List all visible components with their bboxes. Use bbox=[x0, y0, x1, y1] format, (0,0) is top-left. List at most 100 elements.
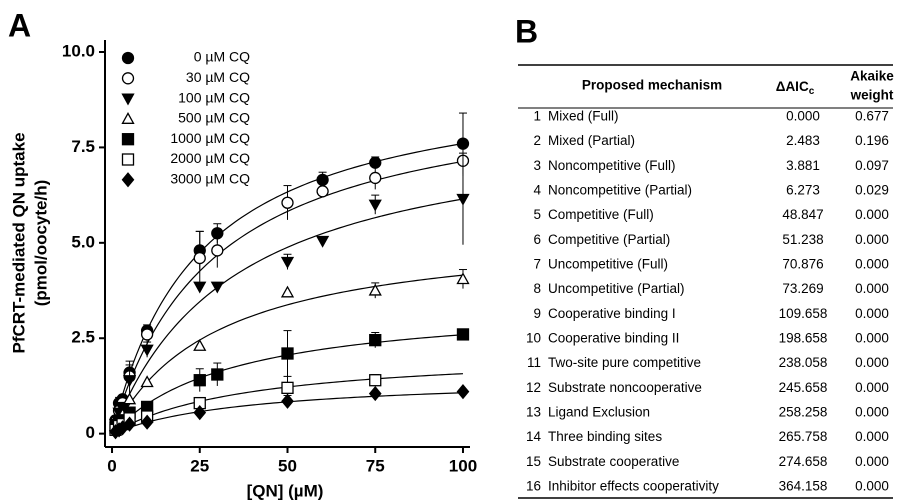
data-point bbox=[122, 392, 137, 405]
x-tick-label: 100 bbox=[449, 456, 477, 475]
akaike-weight: 0.000 bbox=[855, 479, 889, 494]
delta-aic: 3.881 bbox=[786, 158, 820, 173]
data-point bbox=[140, 375, 154, 388]
mechanism: Two-site pure competitive bbox=[548, 355, 701, 370]
delta-aic: 73.269 bbox=[782, 281, 823, 296]
row-number: 15 bbox=[526, 454, 541, 469]
mechanism: Cooperative binding I bbox=[548, 306, 676, 321]
akaike-weight: 0.000 bbox=[855, 454, 889, 469]
data-point bbox=[123, 416, 136, 432]
delta-aic: 48.847 bbox=[782, 207, 823, 222]
legend-marker bbox=[121, 72, 135, 85]
data-point bbox=[211, 244, 224, 257]
x-tick-label: 25 bbox=[190, 456, 209, 475]
mechanism: Uncompetitive (Partial) bbox=[548, 281, 685, 296]
delta-aic: 245.658 bbox=[779, 380, 828, 395]
data-point bbox=[193, 405, 207, 421]
legend-marker bbox=[121, 93, 135, 106]
x-axis-label: [QN] (µM) bbox=[247, 481, 324, 500]
row-number: 4 bbox=[533, 183, 541, 198]
mechanism: Cooperative binding II bbox=[548, 331, 679, 346]
akaike-weight: 0.000 bbox=[855, 405, 889, 420]
legend-marker bbox=[121, 51, 135, 65]
y-tick-label: 10.0 bbox=[62, 41, 95, 60]
row-number: 7 bbox=[533, 257, 541, 272]
data-point bbox=[193, 339, 207, 351]
data-point bbox=[210, 281, 224, 294]
legend-marker bbox=[121, 172, 135, 188]
mechanism: Substrate cooperative bbox=[548, 454, 679, 469]
y-tick-label: 7.5 bbox=[71, 137, 95, 156]
mechanism: Mixed (Full) bbox=[548, 109, 619, 124]
data-point bbox=[140, 344, 154, 357]
y-axis-label: PfCRT-mediated QN uptake bbox=[9, 132, 28, 353]
x-tick-label: 50 bbox=[278, 456, 297, 475]
table-header-text: ΔAIC bbox=[776, 79, 809, 94]
akaike-weight: 0.000 bbox=[855, 207, 889, 222]
fit-curve bbox=[111, 274, 464, 434]
delta-aic: 274.658 bbox=[779, 454, 828, 469]
row-number: 1 bbox=[533, 109, 541, 124]
data-point bbox=[316, 185, 329, 198]
data-point bbox=[193, 374, 206, 387]
y-axis-label: (pmol/oocyte/h) bbox=[31, 180, 50, 307]
row-number: 6 bbox=[533, 232, 541, 247]
data-point bbox=[368, 199, 382, 212]
mechanism: Uncompetitive (Full) bbox=[548, 257, 668, 272]
data-point bbox=[369, 374, 382, 387]
data-point bbox=[456, 328, 470, 341]
data-point bbox=[456, 384, 470, 400]
legend-marker bbox=[121, 153, 135, 166]
akaike-weight: 0.029 bbox=[855, 183, 889, 198]
panel-label: B bbox=[515, 13, 538, 49]
akaike-weight: 0.000 bbox=[855, 281, 889, 296]
legend-label: 2000 µM CQ bbox=[170, 150, 250, 166]
mechanism: Inhibitor effects cooperativity bbox=[548, 479, 719, 494]
akaike-weight: 0.000 bbox=[855, 257, 889, 272]
data-point bbox=[456, 193, 470, 206]
mechanism: Competitive (Full) bbox=[548, 207, 654, 222]
mechanism: Ligand Exclusion bbox=[548, 405, 650, 420]
row-number: 2 bbox=[533, 133, 541, 148]
data-point bbox=[193, 251, 206, 265]
mechanism: Noncompetitive (Partial) bbox=[548, 183, 692, 198]
row-number: 10 bbox=[526, 331, 541, 346]
akaike-weight: 0.000 bbox=[855, 355, 889, 370]
data-point bbox=[140, 414, 154, 430]
akaike-weight: 0.196 bbox=[855, 133, 889, 148]
data-point bbox=[281, 381, 294, 394]
y-tick-label: 5.0 bbox=[71, 232, 95, 251]
legend-label: 30 µM CQ bbox=[186, 69, 250, 85]
data-point bbox=[122, 375, 137, 388]
akaike-weight: 0.000 bbox=[855, 380, 889, 395]
data-point bbox=[456, 272, 470, 285]
table-header: ΔAICc bbox=[776, 79, 815, 97]
data-point bbox=[280, 285, 295, 298]
delta-aic: 109.658 bbox=[779, 306, 828, 321]
delta-aic: 258.258 bbox=[779, 405, 828, 420]
y-tick-label: 2.5 bbox=[71, 328, 95, 347]
data-point bbox=[316, 173, 329, 187]
delta-aic: 70.876 bbox=[782, 257, 823, 272]
data-point bbox=[280, 256, 295, 269]
table-header: weight bbox=[850, 88, 894, 103]
delta-aic: 2.483 bbox=[786, 133, 820, 148]
data-point bbox=[281, 196, 294, 209]
data-point bbox=[315, 235, 330, 248]
data-point bbox=[193, 281, 207, 294]
akaike-weight: 0.000 bbox=[855, 232, 889, 247]
row-number: 9 bbox=[533, 306, 541, 321]
data-point bbox=[368, 385, 382, 402]
legend-label: 1000 µM CQ bbox=[170, 130, 250, 146]
data-point bbox=[281, 347, 294, 360]
row-number: 14 bbox=[526, 429, 542, 444]
delta-aic: 51.238 bbox=[782, 232, 823, 247]
row-number: 5 bbox=[533, 207, 541, 222]
legend-marker bbox=[121, 133, 135, 146]
mechanism: Mixed (Partial) bbox=[548, 133, 635, 148]
row-number: 8 bbox=[533, 281, 541, 296]
row-number: 13 bbox=[526, 405, 541, 420]
legend-label: 500 µM CQ bbox=[178, 110, 250, 126]
data-point bbox=[211, 368, 224, 381]
akaike-weight: 0.097 bbox=[855, 158, 889, 173]
